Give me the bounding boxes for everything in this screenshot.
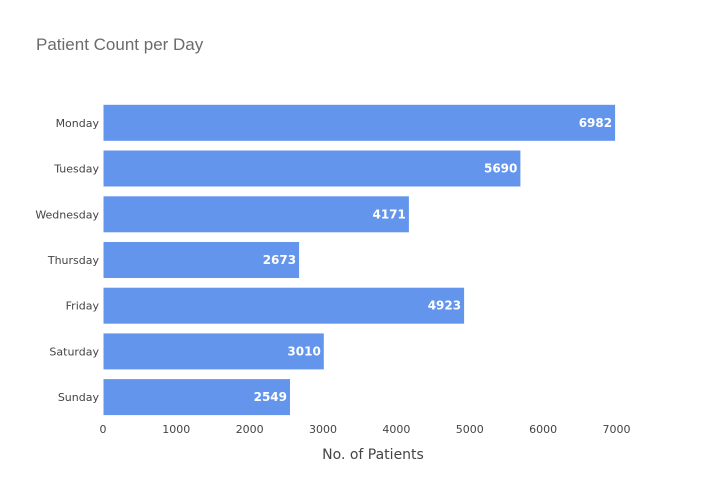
x-tick-label-1000: 1000 [162, 423, 190, 436]
y-axis-ticks: Monday Tuesday Wednesday Thursday Friday Satu… [35, 117, 99, 404]
x-tick-label-2000: 2000 [236, 423, 264, 436]
bar-sunday[interactable] [103, 379, 290, 416]
bar-monday[interactable] [103, 104, 616, 141]
x-tick-label-0: 0 [100, 423, 107, 436]
bar-value-label-monday: 6982 [579, 116, 612, 130]
bar-value-label-wednesday: 4171 [372, 207, 405, 221]
y-tick-label-saturday: Saturday [49, 345, 99, 358]
y-tick-label-tuesday: Tuesday [53, 163, 99, 176]
y-tick-label-wednesday: Wednesday [35, 208, 99, 221]
x-axis-ticks: 0 1000 2000 3000 4000 5000 6000 7000 [100, 423, 631, 436]
y-tick-label-thursday: Thursday [47, 254, 100, 267]
chart-title: Patient Count per Day [36, 35, 204, 54]
y-tick-label-friday: Friday [66, 300, 100, 313]
x-tick-label-4000: 4000 [382, 423, 410, 436]
bar-value-label-sunday: 2549 [254, 390, 287, 404]
x-axis-title: No. of Patients [322, 447, 424, 463]
bar-value-label-friday: 4923 [428, 299, 461, 313]
bar-value-label-tuesday: 5690 [484, 162, 517, 176]
bar-thursday[interactable] [103, 242, 300, 278]
x-tick-label-6000: 6000 [529, 423, 557, 436]
x-tick-label-5000: 5000 [456, 423, 484, 436]
x-tick-label-7000: 7000 [603, 423, 631, 436]
bar-saturday[interactable] [103, 333, 324, 370]
bar-wednesday[interactable] [103, 196, 409, 233]
bar-friday[interactable] [103, 287, 465, 324]
bars-group: 6982 5690 4171 2673 4923 3010 2549 [103, 104, 616, 416]
y-tick-label-monday: Monday [56, 117, 100, 130]
bar-value-label-saturday: 3010 [287, 344, 320, 358]
bar-tuesday[interactable] [103, 150, 521, 187]
x-tick-label-3000: 3000 [309, 423, 337, 436]
bar-value-label-thursday: 2673 [263, 253, 296, 267]
y-tick-label-sunday: Sunday [58, 391, 100, 404]
